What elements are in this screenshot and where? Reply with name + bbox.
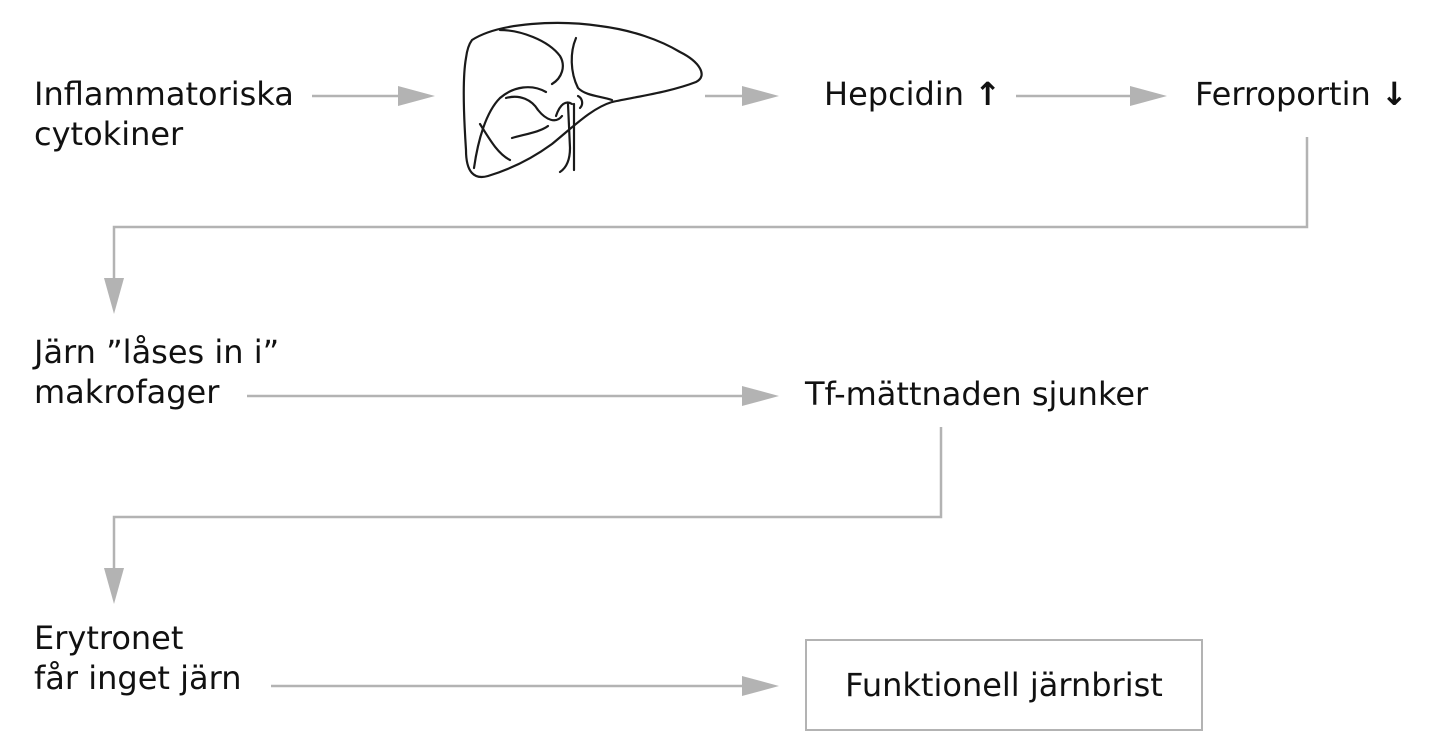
node-erythron: Erytronet får inget järn [34, 618, 241, 698]
node-text: Ferroportin [1195, 75, 1371, 113]
arrowhead [1130, 86, 1167, 106]
node-text-line: makrofager [34, 373, 220, 411]
arrowhead [742, 676, 779, 696]
node-functional-iron-deficiency: Funktionell järnbrist [805, 639, 1203, 731]
node-text: Tf-mättnaden sjunker [805, 375, 1149, 413]
edge-tf-erythron [112, 427, 943, 570]
node-iron-locked-in-macrophages: Järn ”låses in i” makrofager [34, 332, 279, 412]
node-text: Hepcidin [824, 75, 965, 113]
node-text-line: cytokiner [34, 115, 184, 153]
edge-ferroportin-iron-locked [112, 137, 1309, 280]
node-text-line: Erytronet [34, 619, 184, 657]
arrowhead [742, 386, 779, 406]
node-ferroportin: Ferroportin ↓ [1195, 74, 1408, 114]
arrowhead [742, 86, 779, 106]
node-inflammatory-cytokines: Inflammatoriska cytokiner [34, 74, 294, 154]
down-arrow-icon: ↓ [1380, 75, 1408, 113]
node-text-line: får inget järn [34, 659, 242, 697]
arrowhead [398, 86, 435, 106]
liver-icon [462, 21, 703, 179]
up-arrow-icon: ↑ [974, 75, 1002, 113]
arrowhead [104, 278, 124, 314]
arrowhead [104, 568, 124, 604]
node-hepcidin: Hepcidin ↑ [824, 74, 1001, 114]
node-tf-saturation: Tf-mättnaden sjunker [805, 374, 1148, 414]
node-text-line: Inflammatoriska [34, 75, 294, 113]
node-text-line: Järn ”låses in i” [34, 333, 280, 371]
node-text: Funktionell järnbrist [845, 666, 1163, 704]
